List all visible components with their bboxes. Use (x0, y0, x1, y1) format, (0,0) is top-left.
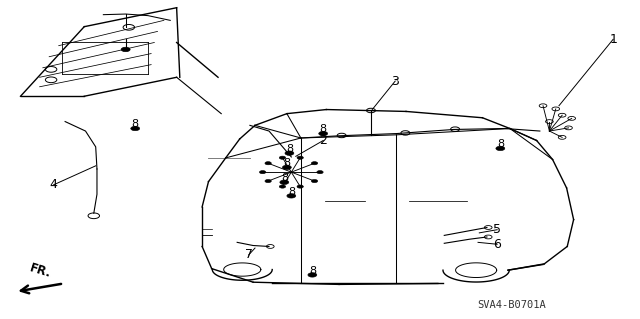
Circle shape (311, 162, 317, 165)
Text: FR.: FR. (28, 262, 53, 280)
Circle shape (280, 180, 289, 184)
Text: SVA4-B0701A: SVA4-B0701A (477, 300, 545, 310)
Text: 7: 7 (244, 249, 253, 262)
Text: 8: 8 (286, 144, 293, 154)
Circle shape (297, 156, 303, 159)
Circle shape (285, 151, 294, 155)
Text: 4: 4 (50, 178, 58, 191)
Circle shape (131, 126, 140, 131)
Text: 5: 5 (493, 223, 501, 236)
Circle shape (279, 185, 285, 188)
Text: 6: 6 (493, 238, 501, 251)
Text: 1: 1 (609, 33, 617, 46)
Circle shape (317, 171, 323, 174)
Text: 2: 2 (319, 134, 327, 147)
Circle shape (259, 171, 266, 174)
Circle shape (297, 185, 303, 188)
Text: 8: 8 (319, 124, 327, 135)
Text: 8: 8 (132, 119, 139, 129)
Circle shape (287, 194, 296, 198)
Circle shape (265, 162, 271, 165)
Text: 8: 8 (284, 158, 291, 168)
Circle shape (282, 165, 291, 170)
Text: 8: 8 (281, 173, 288, 183)
Text: 8: 8 (288, 187, 295, 197)
Circle shape (308, 273, 317, 277)
Circle shape (121, 47, 130, 52)
Circle shape (279, 156, 285, 159)
Circle shape (311, 180, 317, 183)
Text: 3: 3 (391, 75, 399, 88)
Text: 8: 8 (308, 266, 316, 276)
Text: 8: 8 (497, 139, 504, 149)
Circle shape (319, 131, 328, 136)
Circle shape (496, 146, 505, 151)
Circle shape (265, 180, 271, 183)
